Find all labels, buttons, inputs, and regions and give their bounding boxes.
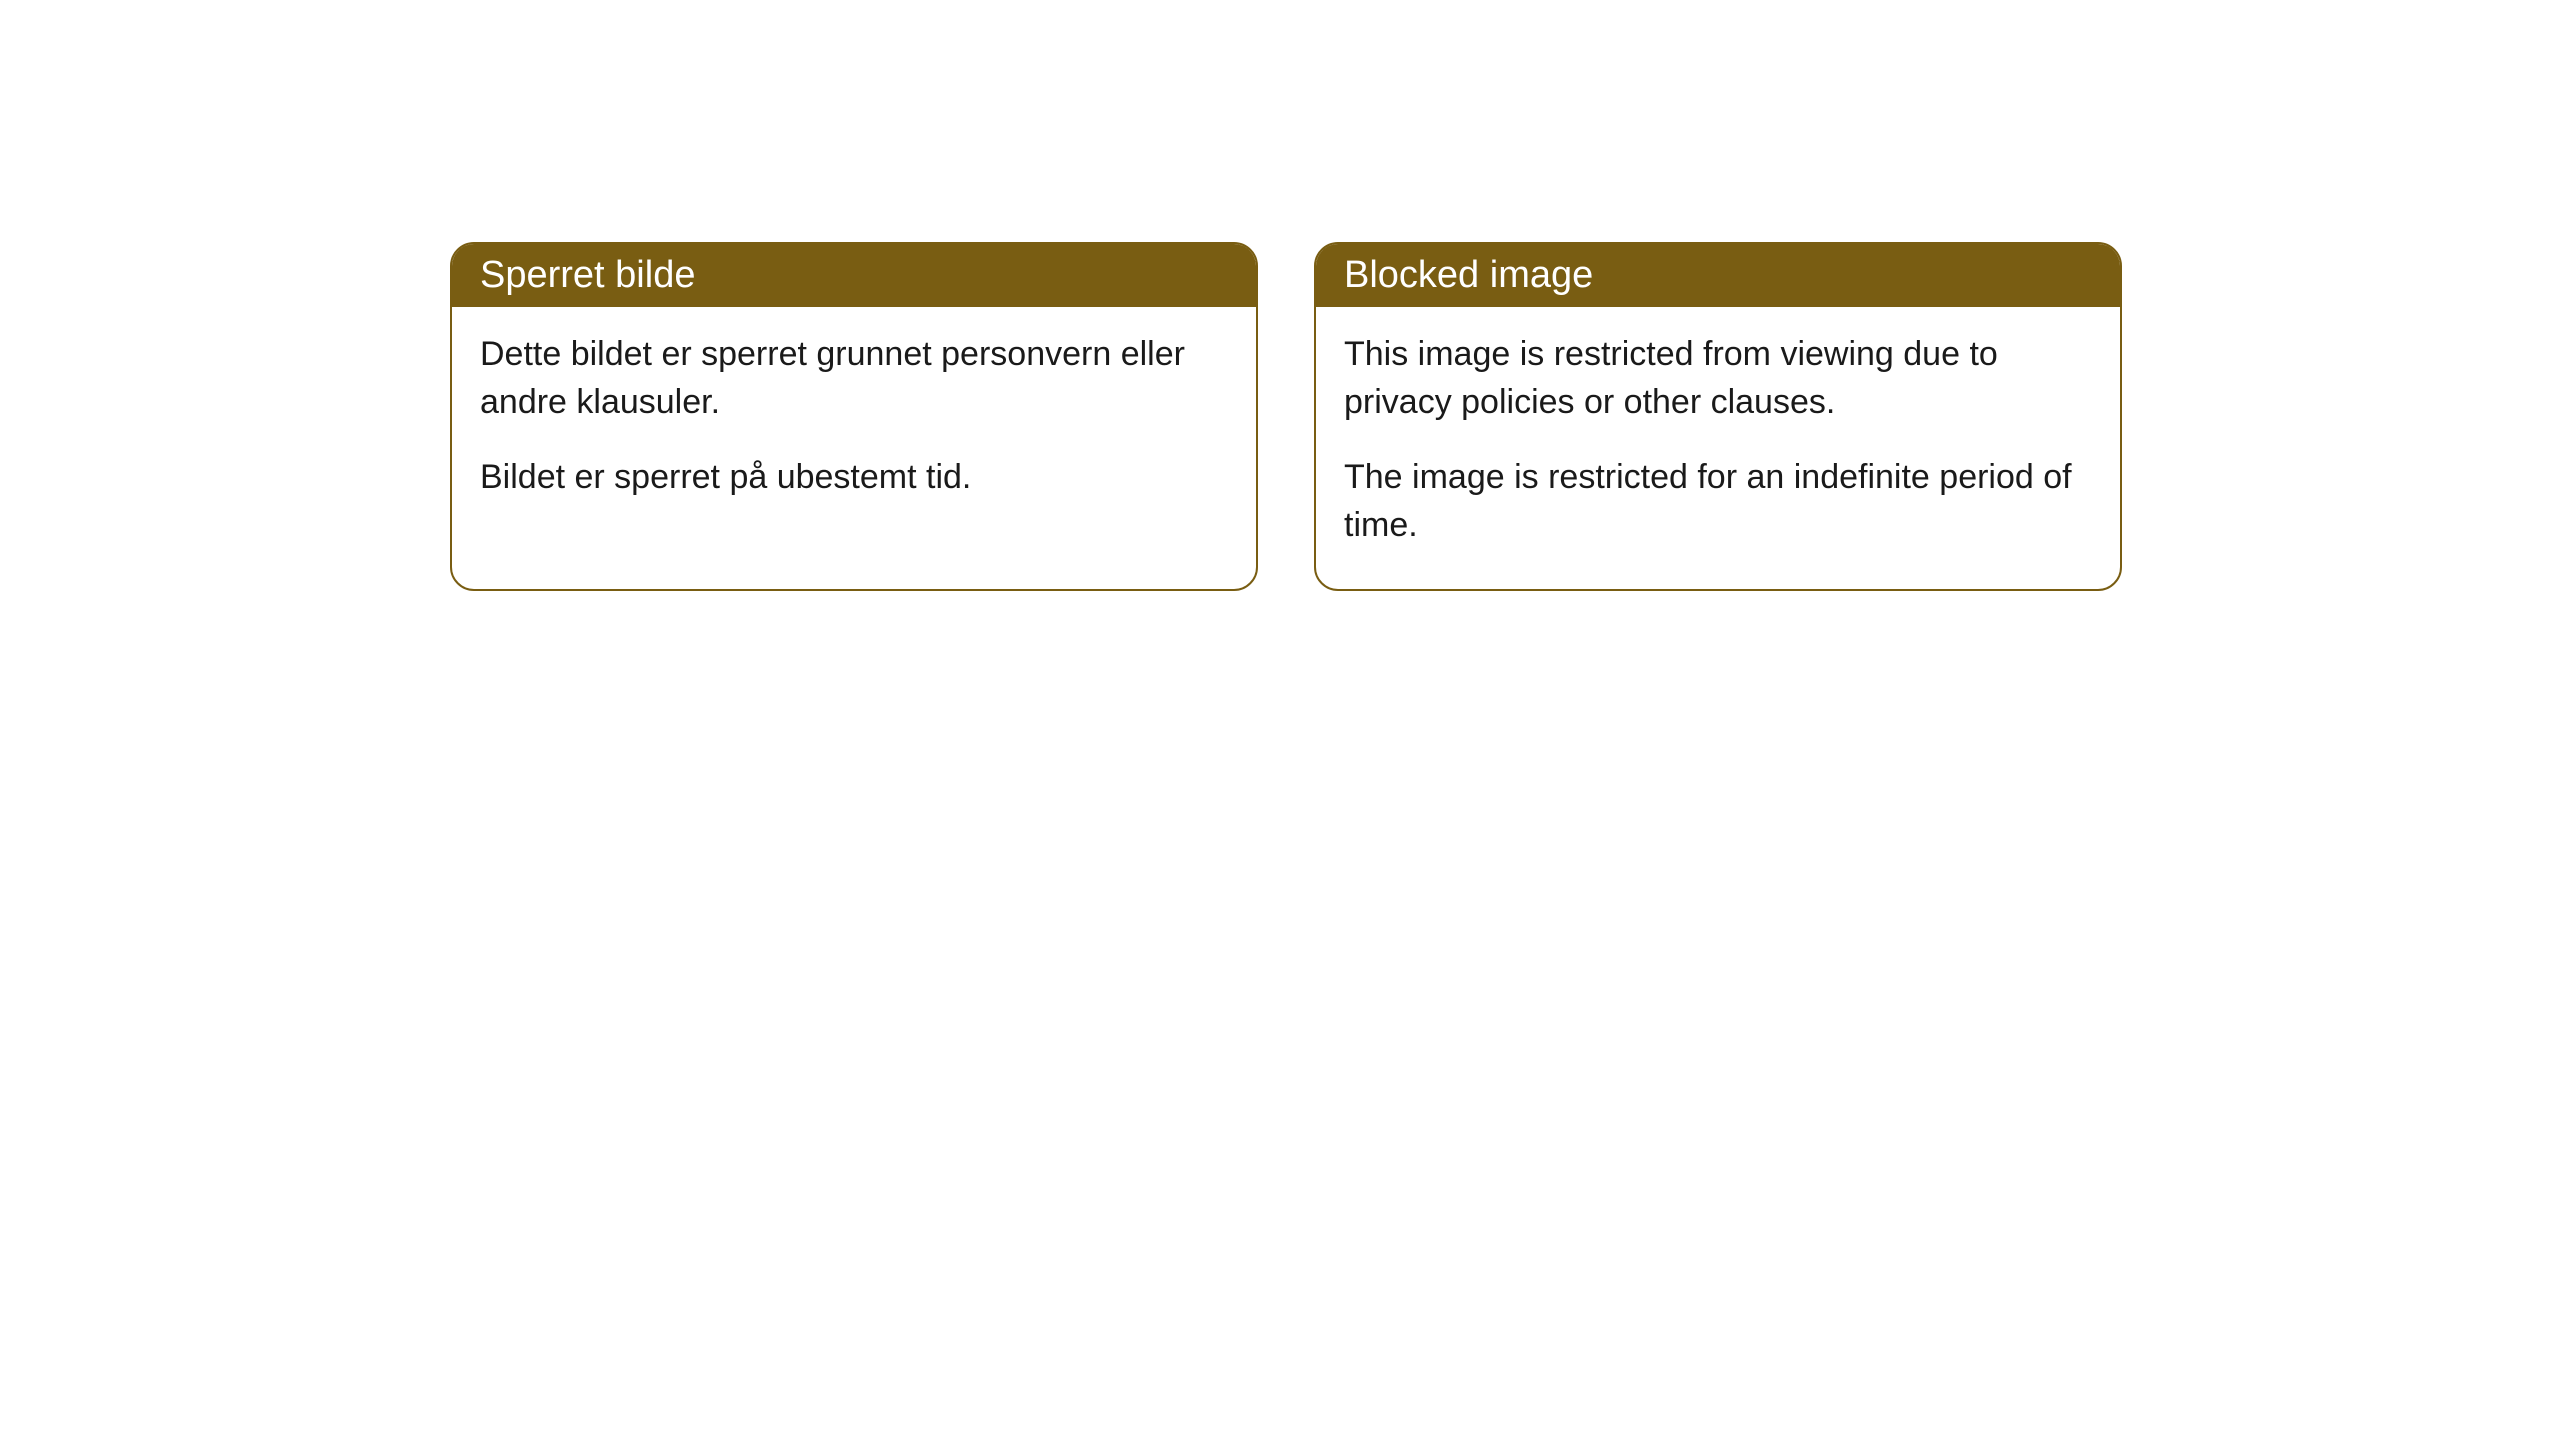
card-title: Sperret bilde xyxy=(480,254,695,296)
notice-card-norwegian: Sperret bilde Dette bildet er sperret gr… xyxy=(450,242,1258,591)
card-paragraph: Dette bildet er sperret grunnet personve… xyxy=(480,331,1228,426)
card-header: Blocked image xyxy=(1316,244,2120,307)
card-header: Sperret bilde xyxy=(452,244,1256,307)
card-body: Dette bildet er sperret grunnet personve… xyxy=(452,307,1256,542)
card-title: Blocked image xyxy=(1344,254,1593,296)
card-paragraph: The image is restricted for an indefinit… xyxy=(1344,454,2092,549)
notice-card-english: Blocked image This image is restricted f… xyxy=(1314,242,2122,591)
card-paragraph: Bildet er sperret på ubestemt tid. xyxy=(480,454,1228,502)
notice-cards-container: Sperret bilde Dette bildet er sperret gr… xyxy=(450,242,2122,591)
card-body: This image is restricted from viewing du… xyxy=(1316,307,2120,589)
card-paragraph: This image is restricted from viewing du… xyxy=(1344,331,2092,426)
